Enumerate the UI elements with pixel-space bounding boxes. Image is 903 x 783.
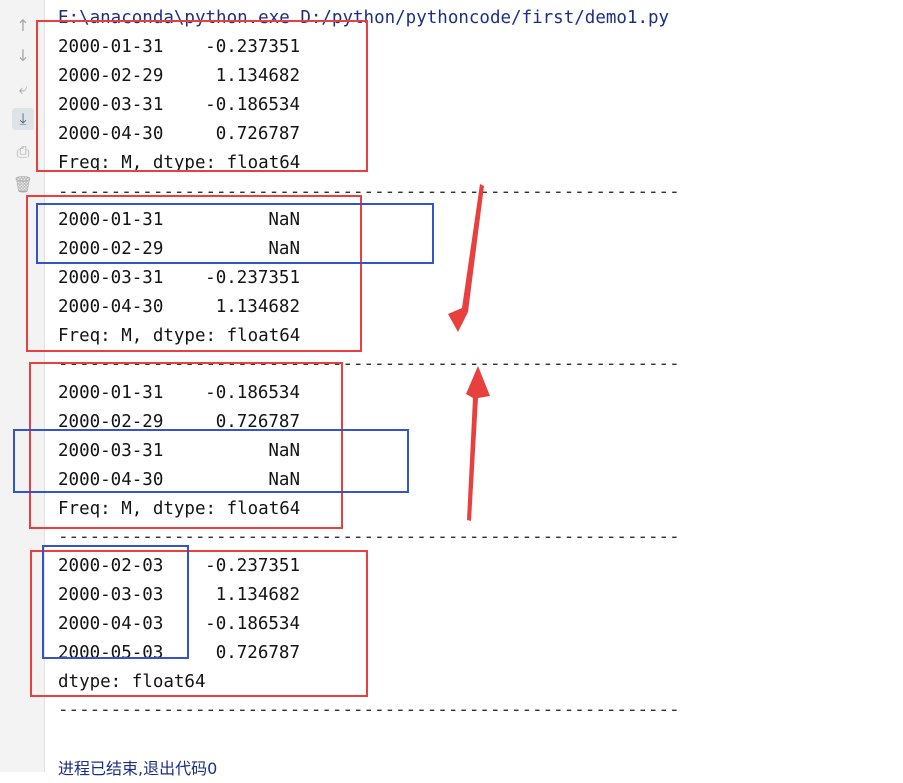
series-footer: dtype: float64: [58, 672, 206, 692]
console-toolbar: ↑ ↓ ⤶ ⤓ ⎙ 🗑: [0, 0, 45, 772]
row-date: 2000-04-30: [58, 297, 164, 317]
row-value: 0.726787: [215, 643, 300, 663]
row-value: 0.726787: [215, 124, 300, 144]
series-footer: Freq: M, dtype: float64: [58, 499, 301, 519]
row-date: 2000-01-31: [58, 383, 164, 403]
row-value: -0.186534: [205, 95, 300, 115]
print-icon[interactable]: ⎙: [16, 142, 30, 161]
separator-line: ----------------------------------------…: [58, 700, 680, 720]
row-value: NaN: [268, 210, 300, 230]
row-value: 1.134682: [215, 66, 300, 86]
separator-line: ----------------------------------------…: [58, 354, 680, 374]
row-date: 2000-01-31: [58, 37, 164, 57]
trash-icon[interactable]: 🗑: [12, 174, 34, 194]
row-value: -0.237351: [205, 556, 300, 576]
row-value: -0.237351: [205, 37, 300, 57]
separator-line: ----------------------------------------…: [58, 527, 680, 547]
row-date: 2000-04-30: [58, 124, 164, 144]
series-footer: Freq: M, dtype: float64: [58, 153, 301, 173]
soft-wrap-icon[interactable]: ⤶: [18, 79, 28, 98]
row-date: 2000-01-31: [58, 210, 164, 230]
row-date: 2000-02-03: [58, 556, 164, 576]
row-value: NaN: [268, 470, 300, 490]
separator-line: ----------------------------------------…: [58, 182, 680, 202]
row-value: NaN: [268, 239, 300, 259]
row-date: 2000-03-31: [58, 441, 164, 461]
row-value: NaN: [268, 441, 300, 461]
row-date: 2000-03-03: [58, 585, 164, 605]
row-date: 2000-03-31: [58, 268, 164, 288]
row-value: -0.186534: [205, 614, 300, 634]
row-date: 2000-04-30: [58, 470, 164, 490]
row-date: 2000-02-29: [58, 66, 164, 86]
command-line: E:\anaconda\python.exe D:/python/pythonc…: [58, 8, 670, 28]
row-value: 1.134682: [215, 297, 300, 317]
row-date: 2000-04-03: [58, 614, 164, 634]
process-exit-message: 进程已结束,退出代码0: [58, 759, 218, 778]
row-value: -0.186534: [205, 383, 300, 403]
row-date: 2000-05-03: [58, 643, 164, 663]
annotation-arrow-up: [466, 366, 490, 521]
up-arrow-icon[interactable]: ↑: [16, 15, 30, 35]
row-value: -0.237351: [205, 268, 300, 288]
scroll-to-end-icon[interactable]: ⤓: [12, 108, 34, 130]
row-value: 1.134682: [215, 585, 300, 605]
row-value: 0.726787: [215, 412, 300, 432]
row-date: 2000-03-31: [58, 95, 164, 115]
row-date: 2000-02-29: [58, 239, 164, 259]
series-footer: Freq: M, dtype: float64: [58, 326, 301, 346]
row-date: 2000-02-29: [58, 412, 164, 432]
down-arrow-icon[interactable]: ↓: [16, 45, 30, 65]
